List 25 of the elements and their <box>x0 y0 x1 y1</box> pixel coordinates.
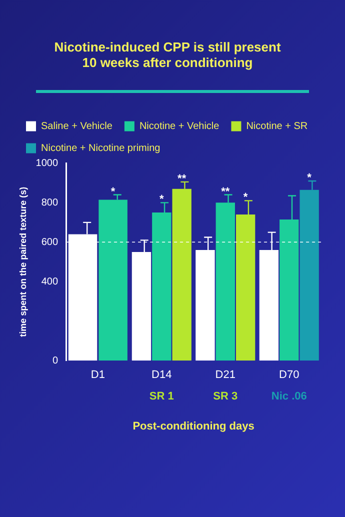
x-tick-label: D70 <box>279 369 300 382</box>
y-axis-title: time spent on the paired texture (s) <box>18 186 28 337</box>
data-label: ** <box>221 186 230 198</box>
legend-label: Nicotine + Nicotine priming <box>41 142 160 154</box>
legend-label: Saline + Vehicle <box>41 120 113 132</box>
x-tick-label: D1 <box>90 369 105 382</box>
legend-label: Nicotine + Vehicle <box>139 120 220 132</box>
text: SR 1 <box>149 390 174 403</box>
y-tick-label: 0 <box>52 355 58 366</box>
data-label: * <box>110 186 116 198</box>
data-label: * <box>307 172 312 184</box>
text: SR 3 <box>213 390 238 403</box>
y-tick-label: 800 <box>41 197 58 208</box>
data-label: * <box>160 194 165 206</box>
data-label: * <box>243 192 248 204</box>
text: Nic .06 <box>271 390 307 403</box>
x-tick-label: D14 <box>152 369 172 382</box>
data-label: ** <box>178 172 187 185</box>
legend-label: Nicotine + SR <box>246 120 308 132</box>
x-tick-label: D21 <box>215 369 236 382</box>
y-tick-label: 400 <box>41 276 58 288</box>
y-tick-label: 1000 <box>36 158 58 169</box>
chart-title: Nicotine-induced CPP is still present 10 weeks after conditioning <box>54 39 282 70</box>
y-tick-label: 600 <box>41 236 58 248</box>
x-axis-title: Post-conditioning days <box>132 420 254 432</box>
